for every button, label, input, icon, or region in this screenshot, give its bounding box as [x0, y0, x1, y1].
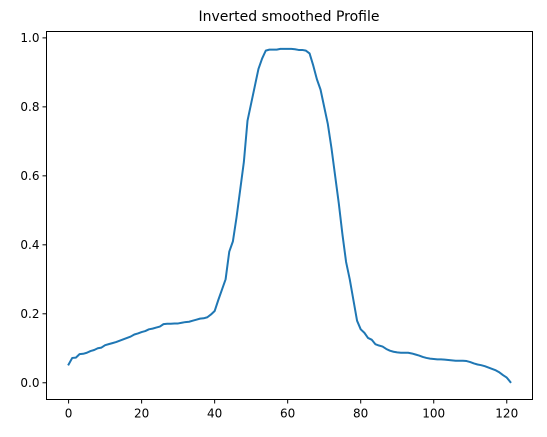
- y-tick-label: 0.8: [20, 100, 39, 114]
- y-axis-ticks: 0.0 0.2 0.4 0.6 0.8 1.0: [20, 31, 47, 390]
- y-tick-label: 0.2: [20, 307, 39, 321]
- x-tick-label: 100: [422, 407, 445, 421]
- chart-title: Inverted smoothed Profile: [198, 9, 379, 25]
- x-tick-label: 20: [134, 407, 149, 421]
- x-tick-label: 80: [353, 407, 368, 421]
- x-tick-label: 0: [65, 407, 73, 421]
- y-tick-label: 1.0: [20, 31, 39, 45]
- plot-frame: [46, 31, 533, 400]
- y-tick-label: 0.4: [20, 238, 39, 252]
- series-line: [67, 47, 512, 384]
- x-tick-label: 60: [280, 407, 295, 421]
- y-tick-label: 0.6: [20, 169, 39, 183]
- x-tick-label: 40: [207, 407, 222, 421]
- x-tick-label: 120: [495, 407, 518, 421]
- x-axis-ticks: 0 20 40 60 80 100 120: [65, 399, 518, 421]
- y-tick-label: 0.0: [20, 376, 39, 390]
